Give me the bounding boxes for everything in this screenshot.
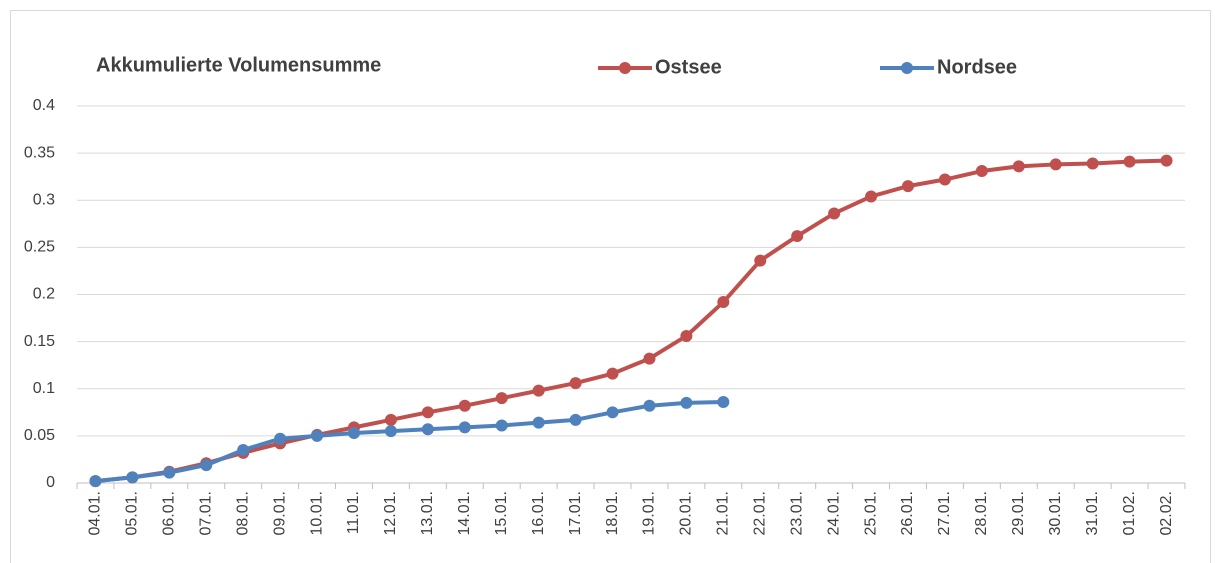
x-tick-label: 28.01. bbox=[973, 491, 990, 535]
data-point bbox=[606, 367, 619, 380]
x-tick-label: 31.01. bbox=[1084, 491, 1101, 535]
x-tick-label: 13.01. bbox=[419, 491, 436, 535]
data-point bbox=[237, 444, 250, 457]
x-tick-label: 06.01. bbox=[161, 491, 178, 535]
y-tick-label: 0 bbox=[46, 474, 55, 491]
x-tick-label: 12.01. bbox=[382, 491, 399, 535]
x-tick-label: 11.01. bbox=[345, 491, 362, 534]
x-tick-label: 30.01. bbox=[1047, 491, 1064, 535]
x-tick-label: 09.01. bbox=[271, 491, 288, 535]
data-point bbox=[828, 207, 841, 220]
x-tick-label: 02.02. bbox=[1158, 491, 1175, 535]
data-point bbox=[1086, 157, 1099, 170]
data-point bbox=[569, 413, 582, 426]
x-tick-label: 10.01. bbox=[308, 491, 325, 535]
data-point bbox=[458, 399, 471, 412]
data-point bbox=[717, 296, 730, 309]
x-tick-label: 07.01. bbox=[197, 491, 214, 535]
x-tick-label: 15.01. bbox=[493, 491, 510, 535]
data-point bbox=[717, 395, 730, 408]
data-point bbox=[754, 254, 767, 267]
x-tick-label: 16.01. bbox=[530, 491, 547, 535]
x-tick-label: 18.01. bbox=[604, 491, 621, 535]
series-line bbox=[95, 158, 1167, 484]
legend-marker bbox=[619, 62, 631, 74]
data-point bbox=[311, 429, 324, 442]
data-point bbox=[938, 173, 951, 186]
x-tick-label: 20.01. bbox=[678, 491, 695, 535]
x-tick-label: 26.01. bbox=[899, 491, 916, 535]
data-point bbox=[1160, 154, 1173, 167]
data-point bbox=[606, 406, 619, 419]
data-point bbox=[791, 230, 804, 243]
legend-marker bbox=[901, 62, 913, 74]
chart-border bbox=[10, 10, 1211, 563]
x-tick-label: 14.01. bbox=[456, 491, 473, 535]
y-tick-label: 0.2 bbox=[33, 286, 55, 303]
x-tick-label: 29.01. bbox=[1010, 491, 1027, 535]
y-tick-label: 0.3 bbox=[33, 191, 55, 208]
x-tick-label: 27.01. bbox=[936, 491, 953, 535]
data-point bbox=[495, 419, 508, 432]
x-tick-label: 23.01. bbox=[788, 491, 805, 535]
data-point bbox=[1123, 155, 1136, 168]
data-point bbox=[421, 406, 434, 419]
x-tick-label: 22.01. bbox=[751, 491, 768, 535]
y-tick-label: 0.35 bbox=[24, 144, 55, 161]
data-point bbox=[532, 416, 545, 429]
y-tick-label: 0.25 bbox=[24, 239, 55, 256]
y-tick-label: 0.1 bbox=[33, 380, 55, 397]
data-point bbox=[384, 425, 397, 438]
data-point bbox=[348, 427, 360, 440]
x-tick-label: 25.01. bbox=[862, 491, 879, 535]
x-tick-label: 19.01. bbox=[641, 491, 658, 535]
data-point bbox=[126, 471, 139, 484]
data-point bbox=[495, 392, 508, 405]
data-point bbox=[458, 421, 471, 434]
x-tick-label: 21.01. bbox=[715, 491, 732, 535]
legend-label: Ostsee bbox=[655, 56, 722, 78]
series-line bbox=[95, 399, 724, 484]
data-point bbox=[384, 413, 397, 426]
data-point bbox=[975, 165, 988, 178]
data-point bbox=[902, 180, 914, 193]
y-tick-label: 0.4 bbox=[33, 97, 55, 114]
data-point bbox=[1012, 160, 1025, 173]
x-tick-label: 24.01. bbox=[825, 491, 842, 535]
data-point bbox=[569, 377, 582, 390]
data-point bbox=[643, 352, 656, 365]
data-point bbox=[680, 329, 693, 342]
data-point bbox=[89, 475, 102, 488]
chart-title: Akkumulierte Volumensumme bbox=[96, 54, 381, 76]
x-tick-label: 08.01. bbox=[234, 491, 251, 535]
data-point bbox=[680, 396, 693, 409]
x-tick-label: 17.01. bbox=[567, 491, 584, 535]
data-point bbox=[274, 432, 287, 445]
legend-label: Nordsee bbox=[937, 56, 1017, 78]
x-tick-label: 04.01. bbox=[87, 491, 104, 535]
data-point bbox=[421, 423, 434, 436]
data-point bbox=[865, 190, 878, 203]
data-point bbox=[1049, 158, 1062, 171]
x-tick-label: 05.01. bbox=[124, 491, 141, 535]
data-point bbox=[200, 459, 213, 472]
data-point bbox=[643, 399, 656, 412]
y-tick-label: 0.15 bbox=[24, 333, 55, 350]
y-tick-label: 0.05 bbox=[24, 427, 55, 444]
data-point bbox=[532, 384, 545, 397]
data-point bbox=[163, 466, 176, 479]
x-tick-label: 01.02. bbox=[1121, 491, 1138, 535]
